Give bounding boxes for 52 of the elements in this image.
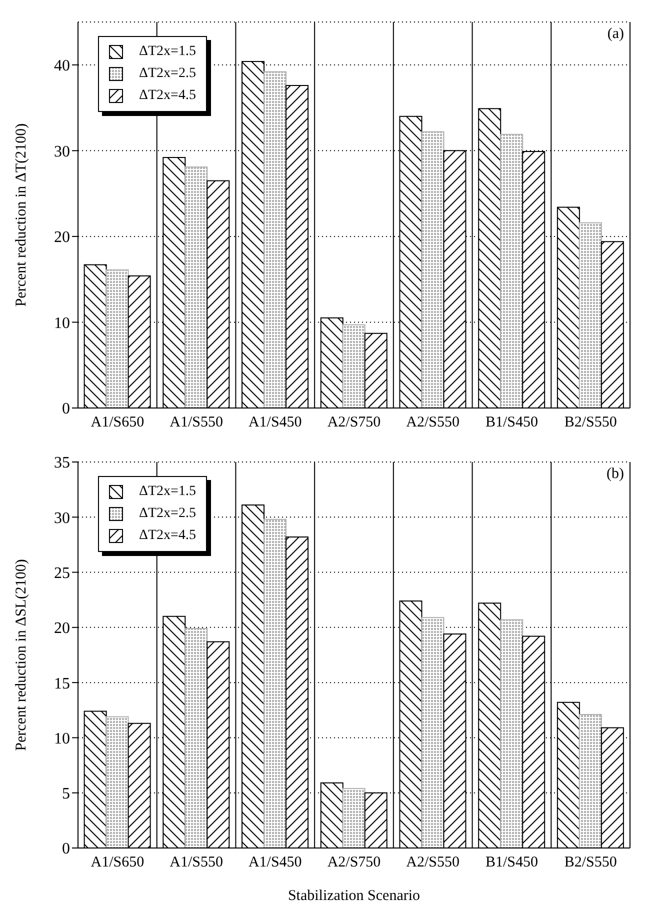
y-tick-label: 40 bbox=[54, 58, 70, 75]
y-tick-label: 30 bbox=[54, 143, 70, 160]
bar bbox=[421, 131, 444, 408]
x-tick-label: A2/S750 bbox=[327, 414, 381, 431]
x-axis-title: Stabilization Scenario bbox=[288, 888, 420, 904]
x-tick-label: A1/S550 bbox=[170, 414, 223, 431]
legend-label: ΔT2x=1.5 bbox=[139, 44, 196, 60]
x-tick-label: A1/S650 bbox=[90, 854, 144, 871]
bar bbox=[500, 619, 524, 848]
y-axis-title: Percent reduction in ΔSL(2100) bbox=[13, 559, 30, 751]
annotation: (a) bbox=[607, 26, 624, 43]
y-tick-label: 30 bbox=[54, 510, 70, 527]
y-tick-label: 10 bbox=[54, 730, 70, 748]
bar bbox=[578, 714, 602, 848]
legend-label: ΔT2x=4.5 bbox=[139, 88, 196, 104]
legend-label: ΔT2x=1.5 bbox=[139, 484, 196, 500]
x-tick-label: A1/S650 bbox=[90, 414, 144, 431]
bar bbox=[342, 324, 366, 408]
x-tick-label: A2/S750 bbox=[327, 854, 381, 871]
y-tick-label: 5 bbox=[62, 786, 70, 803]
x-tick-label: B1/S450 bbox=[485, 854, 538, 871]
y-tick-label: 25 bbox=[54, 564, 70, 582]
bar bbox=[106, 269, 129, 408]
y-tick-label: 20 bbox=[54, 229, 70, 246]
y-tick-label: 35 bbox=[54, 454, 70, 472]
x-tick-label: B2/S550 bbox=[564, 414, 617, 431]
x-tick-label: A2/S550 bbox=[406, 854, 460, 871]
bar bbox=[264, 518, 287, 848]
legend-label: ΔT2x=4.5 bbox=[139, 528, 196, 544]
y-tick-label: 0 bbox=[62, 400, 70, 418]
x-tick-label: B2/S550 bbox=[564, 854, 617, 871]
legend-label: ΔT2x=2.5 bbox=[139, 506, 196, 522]
x-tick-label: A2/S550 bbox=[406, 414, 460, 431]
bar bbox=[264, 71, 287, 408]
y-tick-label: 0 bbox=[62, 840, 70, 858]
x-tick-label: A1/S550 bbox=[170, 854, 223, 871]
bar bbox=[500, 134, 524, 408]
x-tick-label: B1/S450 bbox=[485, 414, 538, 431]
bar bbox=[421, 617, 444, 848]
bar bbox=[184, 166, 208, 408]
legend-label: ΔT2x=2.5 bbox=[139, 66, 196, 82]
annotation: (b) bbox=[606, 466, 624, 483]
bar bbox=[184, 628, 208, 848]
x-tick-label: A1/S450 bbox=[248, 854, 302, 871]
bar bbox=[106, 716, 129, 848]
y-axis-title: Percent reduction in ΔT(2100) bbox=[13, 123, 30, 307]
y-tick-label: 15 bbox=[54, 675, 70, 692]
bar bbox=[578, 222, 602, 408]
bar bbox=[342, 788, 366, 848]
y-tick-label: 10 bbox=[54, 314, 70, 332]
x-tick-label: A1/S450 bbox=[248, 414, 302, 431]
y-tick-label: 20 bbox=[54, 620, 70, 638]
